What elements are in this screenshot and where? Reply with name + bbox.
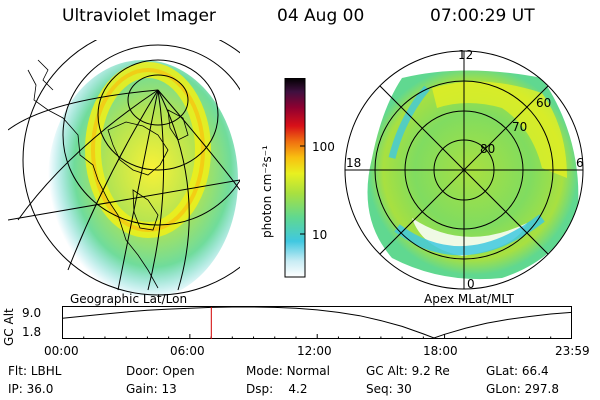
footer-seq: Seq: 30 — [366, 382, 412, 396]
geo-auroral-oval-core — [91, 68, 205, 232]
colorbar — [284, 78, 306, 278]
footer-ip: IP: 36.0 — [8, 382, 54, 396]
colorbar-tick-label-10: 10 — [312, 228, 328, 242]
footer-gain: Gain: 13 — [126, 382, 177, 396]
mlt-label-6: 6 — [576, 156, 584, 170]
footer-door: Door: Open — [126, 364, 195, 378]
orbit-xtick-label-1200: 12:00 — [297, 344, 332, 358]
geo-latitude-lines — [8, 40, 240, 296]
orbit-altitude-line — [62, 306, 572, 339]
colorbar-tick-label-100: 100 — [312, 140, 335, 154]
orbit-xtick-label-1800: 18:00 — [423, 344, 458, 358]
observation-time: 07:00:29 UT — [430, 6, 535, 26]
orbit-xtick-label-2359: 23:59 — [555, 344, 590, 358]
orbit-xtick-label-0600: 06:00 — [170, 344, 205, 358]
colorbar-unit-label: photon cm⁻²s⁻¹ — [260, 145, 274, 238]
geographic-image-panel — [8, 40, 240, 296]
footer-filter: Flt: LBHL — [8, 364, 62, 378]
mlat-label-80: 80 — [480, 142, 496, 156]
apex-panel-label: Apex MLat/MLT — [424, 292, 514, 306]
orbit-ytick-label-1-8: 1.8 — [22, 325, 42, 339]
polar-bright-dayside — [432, 81, 567, 178]
mlt-label-12: 12 — [458, 48, 474, 62]
observation-date: 04 Aug 00 — [277, 6, 365, 26]
polar-image-panel — [344, 50, 584, 290]
footer-gc-alt: GC Alt: 9.2 Re — [366, 364, 450, 378]
polar-nightside-oval — [394, 214, 545, 256]
instrument-title: Ultraviolet Imager — [62, 6, 216, 26]
mlt-label-18: 18 — [346, 156, 362, 170]
geo-coastlines — [27, 59, 189, 289]
footer-glat: GLat: 66.4 — [486, 364, 549, 378]
orbit-ytick-label-9: 9.0 — [22, 306, 42, 320]
geographic-panel-label: Geographic Lat/Lon — [70, 292, 188, 306]
geo-meridian-lines — [8, 89, 240, 291]
orbit-altitude-plot — [62, 306, 572, 339]
mlt-label-0: 0 — [467, 277, 475, 291]
orbit-ylabel: GC Alt — [2, 308, 16, 346]
footer-glon: GLon: 297.8 — [486, 382, 559, 396]
polar-dusk-edge — [388, 85, 430, 159]
orbit-xtick-label-0000: 00:00 — [44, 344, 79, 358]
mlat-label-70: 70 — [512, 120, 528, 134]
geo-diffuse-emission — [48, 60, 238, 296]
footer-mode: Mode: Normal — [246, 364, 330, 378]
colorbar-gradient — [284, 78, 306, 278]
footer-dsp: Dsp: 4.2 — [246, 382, 308, 396]
polar-grid — [344, 50, 584, 290]
mlat-label-60: 60 — [536, 96, 552, 110]
